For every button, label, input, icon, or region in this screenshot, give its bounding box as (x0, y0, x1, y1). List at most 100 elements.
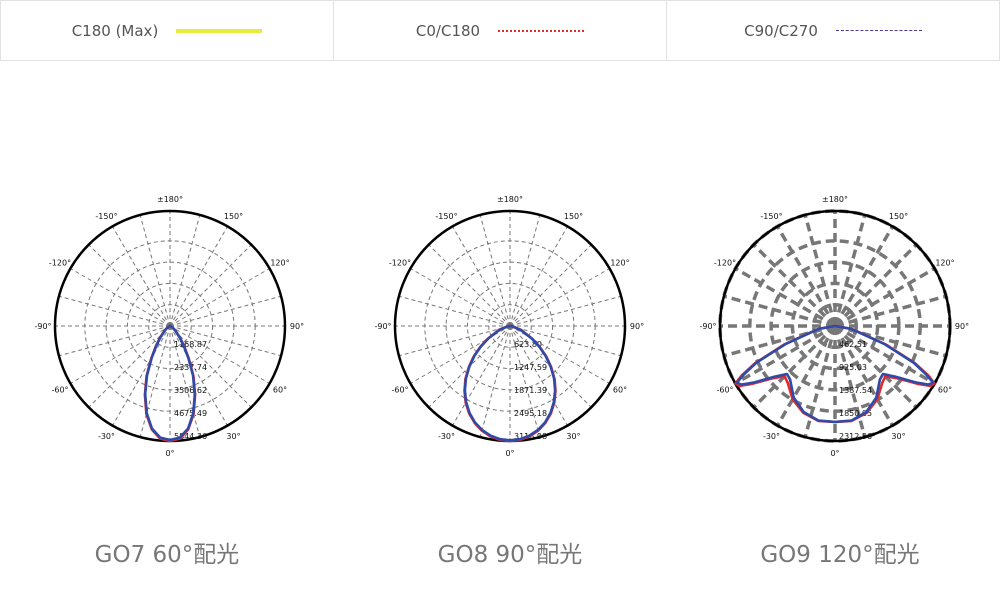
grid-spoke (70, 325, 171, 384)
grid-spoke (58, 295, 171, 327)
grid-spoke (398, 325, 511, 357)
grid-spoke (88, 244, 171, 327)
angle-tick-label: -30° (98, 432, 115, 441)
grid-spoke (169, 244, 252, 327)
angle-tick-label: -150° (760, 212, 782, 221)
grid-spoke (834, 294, 947, 328)
radial-tick-label: 2495.18 (514, 409, 547, 418)
grid-spoke (112, 325, 171, 426)
series-curve-c90-c270 (463, 324, 557, 442)
grid-spoke (509, 214, 541, 327)
grid-spoke (833, 225, 895, 327)
grid-spoke (58, 325, 171, 357)
angle-tick-label: ±180° (497, 195, 523, 204)
grid-spoke (775, 225, 837, 327)
grid-spoke (509, 325, 541, 438)
radial-tick-label: 1387.54 (839, 386, 872, 395)
legend-bar: C180 (Max) C0/C180 C90/C270 (0, 0, 1000, 61)
radial-tick-label: 3506.62 (174, 386, 207, 395)
grid-spoke (509, 244, 592, 327)
angle-tick-label: 150° (889, 212, 908, 221)
angle-tick-label: 90° (630, 322, 644, 331)
series-curve-c90-c270 (143, 324, 197, 442)
radial-tick-label: 1850.05 (839, 409, 872, 418)
grid-spoke (428, 244, 511, 327)
grid-spoke (833, 325, 867, 438)
chart-caption-go8: GO8 90°配光 (437, 542, 583, 568)
grid-spoke (479, 325, 511, 438)
radial-tick-label: 623.80 (514, 340, 542, 349)
angle-tick-label: -90° (374, 322, 391, 331)
grid-spoke (169, 325, 228, 426)
angle-tick-label: 60° (613, 386, 627, 395)
angle-tick-label: ±180° (157, 195, 183, 204)
grid-spoke (139, 214, 171, 327)
series-curve-c90-c270 (735, 324, 935, 424)
radial-tick-label: 462.51 (839, 340, 867, 349)
legend-item-c180-max: C180 (Max) (0, 0, 334, 61)
grid-spoke (169, 214, 201, 327)
grid-spoke (752, 324, 837, 409)
grid-spoke (88, 325, 171, 408)
grid-spoke (734, 266, 836, 328)
angle-tick-label: -90° (34, 322, 51, 331)
grid-spoke (410, 325, 511, 384)
angle-tick-label: -150° (435, 212, 457, 221)
angle-tick-label: 0° (830, 449, 839, 458)
radial-tick-label: 1871.39 (514, 386, 547, 395)
legend-item-c0-c180: C0/C180 (334, 0, 667, 61)
angle-tick-label: 30° (226, 432, 240, 441)
grid-spoke (833, 243, 918, 328)
outer-circle (718, 209, 952, 443)
legend-label: C90/C270 (744, 21, 818, 40)
angle-tick-label: 90° (290, 322, 304, 331)
grid-spoke (139, 325, 171, 438)
grid-spoke (169, 325, 282, 357)
polar-chart-svg: ±180° 150° 120° 90° 60° 30° 0° -30° -60° -90° -120… (34, 195, 304, 458)
angle-tick-label: 120° (610, 259, 629, 268)
angle-tick-label: -60° (51, 386, 68, 395)
angle-tick-label: -60° (716, 386, 733, 395)
legend-label: C0/C180 (415, 21, 481, 40)
grid-spoke (752, 243, 837, 328)
radial-tick-label: 1247.59 (514, 363, 547, 372)
radial-tick-label: 925.03 (839, 363, 867, 372)
grid-spoke (803, 214, 837, 327)
angle-tick-label: -120° (389, 259, 411, 268)
polar-chart-go8: ±180° 150° 120° 90° 60° 30° 0° -30° -60° -90° -120… (374, 190, 644, 460)
grid-spoke (169, 295, 282, 327)
grid-spoke (479, 214, 511, 327)
angle-tick-label: ±180° (822, 195, 848, 204)
grid-spoke (509, 226, 568, 327)
angle-tick-label: 60° (273, 386, 287, 395)
angle-tick-label: -30° (763, 432, 780, 441)
legend-label: C180 (Max) (71, 21, 159, 40)
grid-spoke (112, 226, 171, 327)
chart-caption-go9: GO9 120°配光 (760, 542, 920, 568)
radial-tick-label: 2312.56 (839, 432, 872, 441)
angle-tick-label: 150° (564, 212, 583, 221)
grid-spoke (723, 294, 836, 328)
angle-tick-label: 90° (955, 322, 969, 331)
angle-tick-label: 0° (505, 449, 514, 458)
grid-spoke (70, 268, 171, 327)
grid-spoke (169, 325, 201, 438)
grid-spoke (509, 325, 622, 357)
grid-spoke (509, 268, 610, 327)
radial-tick-label: 1168.87 (174, 340, 207, 349)
angle-tick-label: -150° (95, 212, 117, 221)
legend-swatch-dashdot (835, 30, 922, 31)
legend-swatch-solid (176, 28, 263, 33)
legend-swatch-dotted (498, 29, 585, 32)
angle-tick-label: -120° (49, 259, 71, 268)
angle-tick-label: -30° (438, 432, 455, 441)
grid-spoke (833, 214, 867, 327)
angle-tick-label: 150° (224, 212, 243, 221)
chart-caption-go7: GO7 60°配光 (94, 542, 240, 568)
grid-spoke (834, 266, 936, 328)
grid-spoke (509, 295, 622, 327)
angle-tick-label: -120° (714, 259, 736, 268)
polar-chart-svg: ±180° 150° 120° 90° 60° 30° 0° -30° -60° -90° -120… (374, 195, 644, 458)
angle-tick-label: 30° (891, 432, 905, 441)
radial-tick-label: 4675.49 (174, 409, 207, 418)
